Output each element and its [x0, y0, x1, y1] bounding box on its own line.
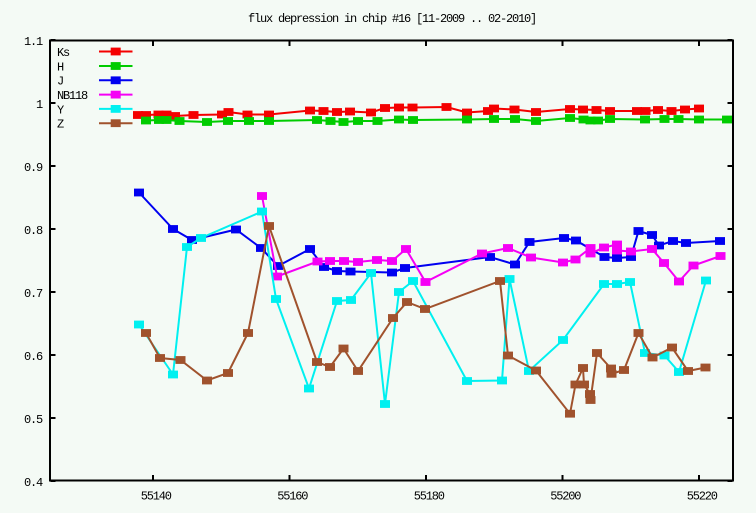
svg-text:H: H: [57, 60, 64, 74]
svg-text:Y: Y: [57, 103, 64, 117]
svg-text:0.6: 0.6: [24, 350, 43, 364]
svg-text:Ks: Ks: [57, 46, 70, 60]
svg-text:0.9: 0.9: [24, 161, 43, 175]
svg-text:0.8: 0.8: [24, 224, 43, 238]
svg-text:1: 1: [36, 98, 43, 112]
svg-text:Z: Z: [57, 118, 64, 132]
svg-text:55140: 55140: [141, 489, 172, 503]
svg-text:flux depression in chip #16 [1: flux depression in chip #16 [11-2009 .. …: [248, 12, 536, 26]
svg-text:J: J: [57, 75, 63, 89]
svg-text:NB118: NB118: [57, 89, 88, 103]
svg-text:1.1: 1.1: [24, 35, 43, 49]
svg-text:55200: 55200: [550, 489, 581, 503]
svg-text:0.7: 0.7: [24, 287, 43, 301]
svg-text:55160: 55160: [277, 489, 308, 503]
svg-text:0.4: 0.4: [24, 476, 43, 490]
svg-text:55180: 55180: [414, 489, 445, 503]
svg-text:55220: 55220: [687, 489, 718, 503]
svg-text:0.5: 0.5: [24, 413, 43, 427]
